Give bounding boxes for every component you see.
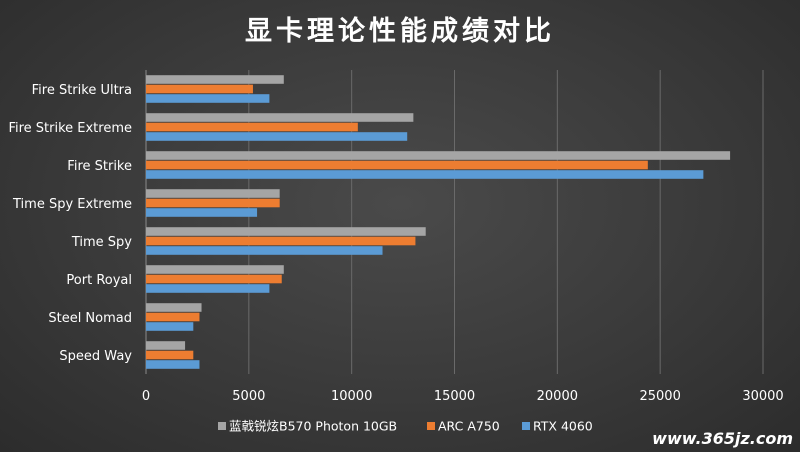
x-tick-label: 5000	[232, 389, 265, 404]
bar	[146, 312, 200, 322]
bar	[146, 303, 202, 312]
bar	[146, 227, 426, 236]
category-label: Fire Strike Ultra	[32, 83, 132, 98]
bar	[146, 322, 194, 331]
bar	[146, 94, 270, 103]
bar	[146, 75, 284, 84]
x-tick-label: 25000	[639, 389, 680, 404]
bar	[146, 122, 358, 132]
bar	[146, 246, 383, 255]
x-tick-labels: 0 5000 10000 15000 20000 25000 30000	[142, 389, 784, 404]
bar	[146, 189, 280, 198]
bar	[146, 284, 270, 293]
x-tick-label: 20000	[537, 389, 578, 404]
category-label: Fire Strike	[67, 159, 132, 174]
bar	[146, 132, 408, 141]
x-tick-label: 0	[142, 389, 150, 404]
x-tick-label: 30000	[742, 389, 783, 404]
bar	[146, 265, 284, 274]
bars	[146, 75, 731, 369]
watermark: www.365jz.com	[652, 429, 793, 448]
category-label: Time Spy Extreme	[12, 197, 132, 212]
bar	[146, 160, 648, 170]
bar	[146, 198, 280, 208]
category-label: Steel Nomad	[48, 311, 132, 326]
category-label: Fire Strike Extreme	[8, 121, 132, 136]
legend-label: RTX 4060	[533, 419, 593, 434]
bar	[146, 113, 414, 122]
legend-swatch	[218, 422, 226, 430]
legend-swatch	[522, 422, 530, 430]
category-label: Port Royal	[66, 273, 132, 288]
x-tick-label: 15000	[434, 389, 475, 404]
category-label: Time Spy	[71, 235, 132, 250]
x-tick-label: 10000	[331, 389, 372, 404]
bar	[146, 208, 258, 217]
bar	[146, 360, 200, 369]
bar	[146, 84, 253, 94]
category-label: Speed Way	[59, 349, 132, 364]
legend-label: ARC A750	[438, 419, 500, 434]
bar	[146, 350, 194, 360]
chart-title: 显卡理论性能成绩对比	[245, 15, 555, 47]
legend-swatch	[427, 422, 435, 430]
bar	[146, 151, 731, 160]
bar	[146, 341, 186, 350]
bar	[146, 274, 282, 284]
bar	[146, 236, 416, 246]
category-labels: Fire Strike Ultra Fire Strike Extreme Fire…	[8, 83, 132, 364]
bar	[146, 170, 704, 179]
legend: 蓝戟锐炫B570 Photon 10GB ARC A750 RTX 4060	[218, 419, 593, 434]
legend-label: 蓝戟锐炫B570 Photon 10GB	[229, 419, 397, 434]
